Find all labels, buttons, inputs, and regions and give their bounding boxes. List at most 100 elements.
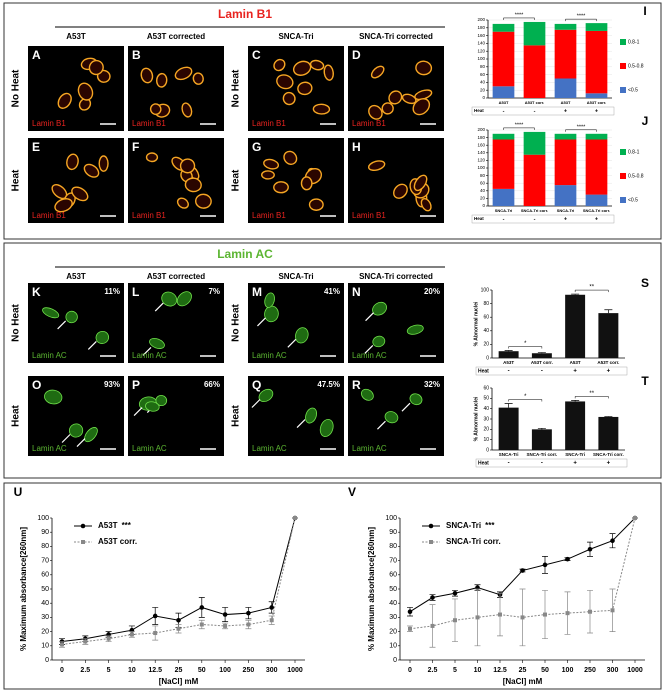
column-label: A53T corrected [147,32,205,41]
nucleus [308,198,324,211]
y-tick-label: 60 [480,72,486,77]
nucleus [381,102,394,115]
nucleus [95,330,110,344]
y-tick-label: 60 [480,180,486,185]
marker [83,639,88,644]
y-tick-label: 60 [389,572,397,579]
error-bar [604,309,613,314]
heat-value: + [595,108,598,114]
chart-letter: I [643,4,646,18]
arrow [154,302,164,312]
x-tick-label: 25 [175,667,183,674]
section-title: Lamin B1 [218,7,272,21]
nucleus [309,59,325,71]
chart-letter: V [348,485,356,499]
panel-label: Lamin B1 [32,211,66,220]
nucleus [409,393,423,406]
legend-label: A53T corr. [98,537,137,546]
bar-segment [585,133,608,140]
bar [565,294,586,358]
y-tick-label: 20 [483,427,489,433]
legend-swatch [620,197,626,203]
x-tick-label: 100 [219,667,231,674]
panel-label: Lamin B1 [132,119,166,128]
nucleus [140,67,154,84]
significance-label: ** [589,391,594,397]
bar [531,429,552,450]
y-tick-label: 40 [480,80,486,85]
significance-label: **** [577,124,586,130]
y-tick-label: 10 [41,643,49,650]
nucleus [155,72,168,88]
legend-swatch [620,173,626,179]
nucleus [149,103,162,116]
heat-value: - [534,216,536,222]
y-tick-label: 40 [480,188,486,193]
nucleus [393,183,408,199]
panel-letter: M [252,285,262,299]
x-tick-label: A53T corr. [587,100,607,105]
y-tick-label: 20 [389,628,397,635]
nucleus [88,59,104,76]
y-tick-label: 10 [389,643,397,650]
nucleus [42,307,60,319]
nucleus [66,153,79,171]
significance-bracket [574,396,609,399]
x-tick-label: 100 [562,667,574,674]
marker [269,618,274,623]
panel-label: Lamin B1 [252,211,286,220]
legend-label: SNCA-Tri [446,521,481,530]
marker [293,516,297,520]
bar-segment [554,29,577,79]
arrow [142,347,152,356]
panel-letter: H [352,140,361,154]
marker [223,623,228,628]
panel-letter: R [352,378,361,392]
nucleus [406,324,424,335]
column-label: SNCA-Tri [278,32,313,41]
nucleus [368,104,383,120]
bar [498,351,519,358]
panel-letter: K [32,285,41,299]
nucleus [54,198,73,213]
nucleus [305,407,318,424]
x-tick-label: 300 [266,667,278,674]
micrograph [248,376,344,456]
legend-label: 0.8-1 [628,149,640,155]
panel-label: Lamin AC [352,444,387,453]
nucleus [273,181,289,194]
marker [543,612,547,617]
heat-value: + [607,369,611,375]
marker [633,516,637,520]
micrograph [128,46,224,131]
nucleus [57,92,72,109]
legend-swatch [620,63,626,69]
x-tick-label: 1000 [287,667,303,674]
marker [106,636,111,641]
legend-significance: *** [485,521,495,530]
nucleus [192,72,204,85]
y-tick-label: 40 [389,600,397,607]
legend-swatch [620,149,626,155]
nucleus [297,81,313,96]
panel-label: Lamin B1 [252,119,286,128]
marker [610,538,615,544]
y-tick-label: 20 [480,196,486,201]
arrow [377,420,386,430]
arrow [287,338,297,348]
marker [520,568,525,573]
legend-significance: *** [122,521,132,530]
y-tick-label: 0 [486,447,489,453]
heat-value: - [534,108,536,114]
panel-letter: L [132,285,139,299]
row-label: Heat [231,169,242,191]
legend-label: 0.5-0.8 [628,173,644,179]
bar-segment [554,23,577,30]
y-tick-label: 50 [41,586,49,593]
panel-letter: B [132,48,141,62]
chart-letter: J [642,114,649,128]
x-tick-label: 50 [541,667,549,674]
nucleus [282,91,296,106]
chart-letter: S [641,276,649,290]
marker [199,622,204,627]
